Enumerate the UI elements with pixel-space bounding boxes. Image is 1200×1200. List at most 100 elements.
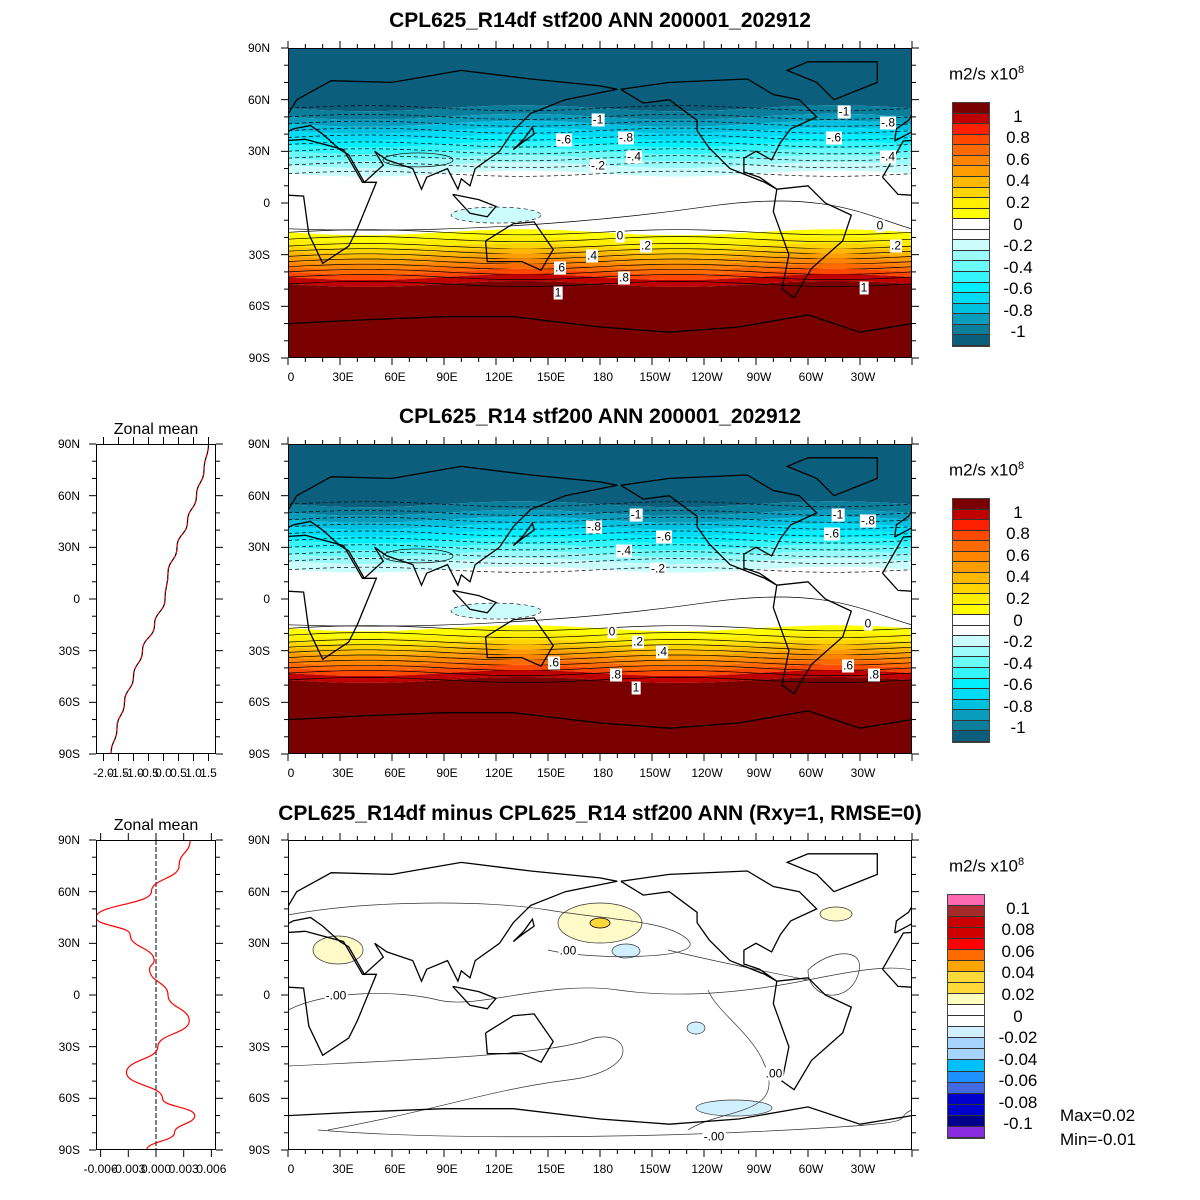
- zonal-mean-diff-plot: [95, 839, 216, 1151]
- zonal-mean-line-0: [95, 839, 196, 1151]
- lon-label: 60E: [384, 370, 406, 384]
- zonal-axis-ticks: [89, 833, 223, 1157]
- contour-label: 1: [553, 285, 563, 300]
- coastline: [599, 710, 912, 729]
- lon-label: 120E: [484, 766, 514, 780]
- lat-label: 30S: [248, 247, 270, 262]
- contour-line: [288, 162, 912, 169]
- lon-label: 30W: [850, 1162, 876, 1176]
- lat-label: 90S: [248, 351, 270, 365]
- lon-label: 90E: [436, 370, 458, 384]
- contour-line: [288, 670, 912, 676]
- axis-ticks: [281, 41, 919, 365]
- contour-label: -.8: [585, 519, 603, 534]
- contour-label: -.4: [625, 149, 643, 164]
- contour-line: [288, 677, 912, 683]
- coastline: [620, 474, 818, 586]
- colorbar-box: [953, 509, 989, 521]
- contour-label: -.00: [324, 988, 348, 1003]
- zonal-mean-title: Zonal mean: [113, 817, 199, 834]
- zonal-lat-label: 90S: [58, 1143, 80, 1157]
- coastline: [599, 1106, 912, 1125]
- contour-line: [288, 263, 912, 270]
- lat-label: 60N: [247, 884, 270, 899]
- colorbar-label: 0.02: [1001, 984, 1035, 1004]
- colorbar-box: [948, 961, 984, 973]
- contour-fill-band: [288, 501, 912, 516]
- colorbar-box: [953, 710, 989, 721]
- contour-label: .6: [841, 658, 855, 673]
- colorbar-box: [953, 229, 989, 241]
- contour-line: [288, 281, 912, 287]
- unit-exponent: 8: [1017, 856, 1025, 868]
- coastline: [484, 221, 554, 272]
- lon-label: 30W: [850, 370, 876, 384]
- colorbar-box: [953, 198, 989, 209]
- colorbar-box: [948, 895, 984, 907]
- contour-line: [288, 113, 912, 120]
- contour-label: .8: [617, 270, 631, 285]
- coastline: [288, 712, 601, 724]
- colorbar-box: [953, 250, 989, 262]
- map-panel-r14: -1 -.8 -.4 -.6 -.2 -1 -.6 -.8 0 0 .2 .4 .6 .8 1 .6 .8: [288, 444, 912, 754]
- colorbar-box: [953, 530, 989, 542]
- colorbar-box: [953, 134, 989, 146]
- coastline: [288, 69, 618, 191]
- contour-label: -.00: [702, 1129, 726, 1144]
- colorbar-label: -0.4: [1003, 653, 1033, 673]
- colorbar-box: [948, 1005, 984, 1017]
- contour-label: -.2: [649, 561, 667, 576]
- contour-region-positive: [589, 917, 611, 929]
- colorbar-box: [953, 720, 989, 732]
- contour-line: [288, 105, 912, 112]
- contour-line: [317, 1109, 912, 1138]
- contour-fill-band: [288, 105, 912, 120]
- coastline: [620, 870, 818, 982]
- colorbar-unit: m2/s x108: [949, 460, 1024, 481]
- contour-label: -1: [837, 104, 851, 119]
- colorbar-box: [953, 668, 989, 679]
- contour-label: -.6: [823, 526, 841, 541]
- coastline: [772, 581, 853, 695]
- contour-line: [288, 253, 912, 260]
- lon-label: 90E: [436, 766, 458, 780]
- lat-label: 30N: [247, 540, 270, 555]
- contour-label: .8: [609, 667, 623, 682]
- zonal-lat-label: 0: [73, 988, 80, 1002]
- colorbar-label: -0.6: [1003, 675, 1033, 695]
- colorbar-label: 0.08: [1001, 920, 1035, 940]
- lat-label: 90S: [248, 747, 270, 761]
- contour-line: [288, 258, 912, 265]
- colorbar-box: [953, 541, 989, 552]
- contour-fill-band: [288, 649, 912, 661]
- contour-line: [288, 654, 912, 661]
- colorbar-box: [953, 625, 989, 637]
- coastline: [620, 78, 818, 190]
- colorbar-box: [953, 145, 989, 156]
- contour-line: [288, 902, 691, 957]
- zonal-lat-label: 30N: [57, 540, 80, 555]
- colorbar-box: [953, 731, 989, 742]
- colorbar-box: [948, 1104, 984, 1116]
- colorbar-box: [953, 103, 989, 114]
- colorbar-label: -0.06: [998, 1071, 1038, 1091]
- zero-contour: [288, 596, 912, 627]
- unit-exponent: 8: [1017, 460, 1025, 472]
- colorbar-box: [948, 983, 984, 995]
- lon-label: 60W: [798, 370, 824, 384]
- contour-label: -1: [831, 507, 845, 522]
- lon-label: 90W: [746, 766, 772, 780]
- colorbar-box: [953, 678, 989, 690]
- contour-fill-band: [288, 268, 912, 280]
- colorbar-box: [953, 562, 989, 573]
- contour-line: [288, 501, 912, 508]
- lat-label: 0: [263, 988, 270, 1002]
- zonal-x-tick-label: 0.5: [170, 766, 187, 780]
- contour-region-positive: [819, 906, 853, 922]
- zonal-lat-label: 30N: [57, 936, 80, 951]
- colorbar-box: [953, 324, 989, 336]
- contour-label: 0: [863, 616, 873, 631]
- zonal-x-tick-label: 0.006: [196, 1162, 227, 1176]
- zonal-x-tick-label: 0.003: [168, 1162, 199, 1176]
